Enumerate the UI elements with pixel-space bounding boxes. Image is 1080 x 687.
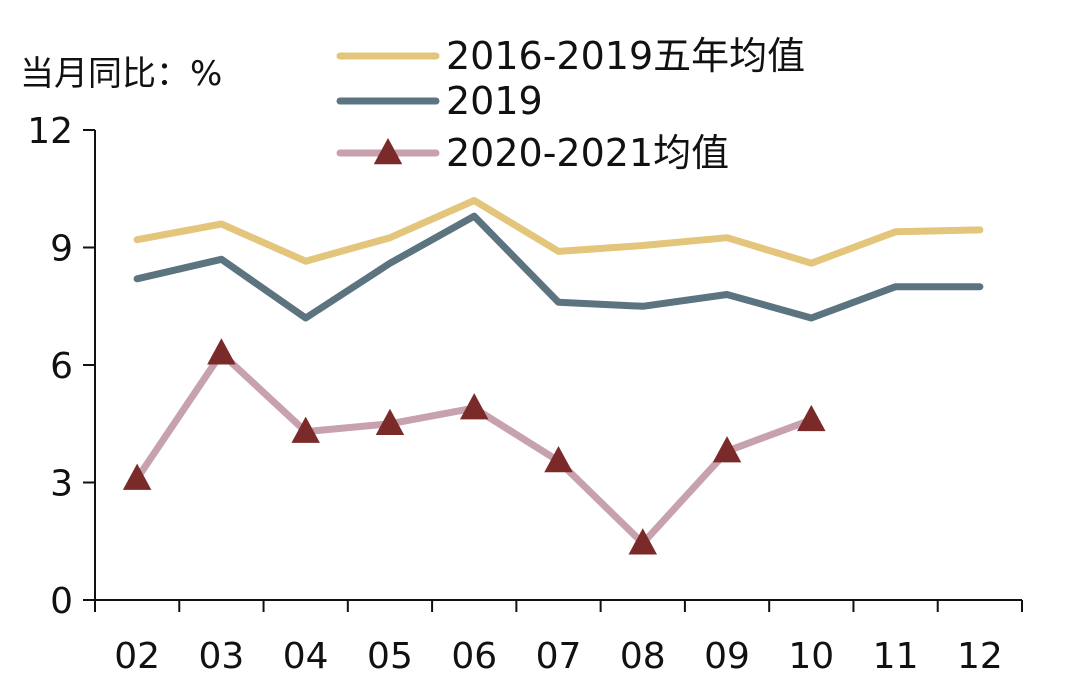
x-tick-label: 05 xyxy=(367,636,413,677)
legend-triangle-marker xyxy=(373,138,403,165)
triangle-marker xyxy=(207,338,236,365)
y-tick-label: 9 xyxy=(50,229,73,270)
x-tick-label: 11 xyxy=(873,636,919,677)
y-tick-label: 3 xyxy=(50,464,73,505)
x-tick-label: 08 xyxy=(620,636,666,677)
x-tick-label: 07 xyxy=(536,636,582,677)
triangle-marker xyxy=(122,463,152,490)
x-tick-label: 06 xyxy=(451,636,497,677)
x-tick-label: 03 xyxy=(199,636,245,677)
y-tick-label: 12 xyxy=(27,111,73,152)
series-1 xyxy=(133,197,984,267)
x-tick-label: 02 xyxy=(114,636,160,677)
triangle-marker xyxy=(459,393,489,420)
triangle-marker xyxy=(544,445,573,473)
y-axis-label: 当月同比：% xyxy=(20,54,222,94)
series-line xyxy=(133,197,984,267)
legend-item-3: 2020-2021均值 xyxy=(336,131,729,175)
triangle-marker xyxy=(375,408,405,435)
x-tick-label: 09 xyxy=(704,636,750,677)
x-tick-label: 12 xyxy=(957,636,1003,677)
x-tick-label: 10 xyxy=(788,636,834,677)
triangle-marker xyxy=(797,404,826,432)
legend-label: 2020-2021均值 xyxy=(446,131,729,175)
legend-item-2: 2019 xyxy=(336,79,543,123)
triangle-marker xyxy=(628,528,658,555)
series-line xyxy=(133,212,984,322)
series-line xyxy=(133,349,815,547)
triangle-marker xyxy=(291,416,320,443)
series-layer xyxy=(122,197,984,555)
y-tick-label: 6 xyxy=(50,346,73,387)
x-tick-label: 04 xyxy=(283,636,329,677)
series-2 xyxy=(133,212,984,322)
series-3 xyxy=(122,338,826,555)
y-tick-label: 0 xyxy=(50,581,73,622)
legend-label: 2016-2019五年均值 xyxy=(446,34,805,78)
triangle-marker xyxy=(712,436,742,463)
legend-item-1: 2016-2019五年均值 xyxy=(336,34,805,78)
legend-label: 2019 xyxy=(446,79,543,123)
